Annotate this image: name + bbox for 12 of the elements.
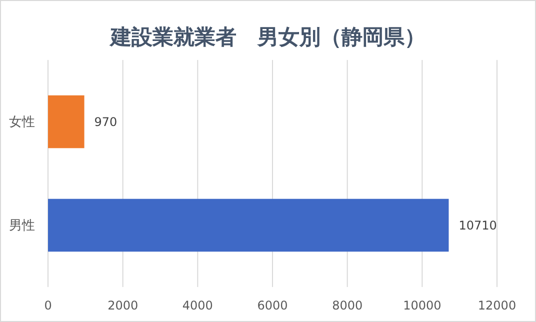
x-tick-label: 4000	[182, 298, 213, 313]
x-tick-label: 12000	[478, 298, 516, 313]
data-label: 10710	[458, 218, 497, 232]
chart-title: 建設業就業者 男女別（静岡県）	[108, 25, 426, 49]
data-label: 970	[94, 114, 118, 129]
y-tick-label: 男性	[9, 218, 35, 234]
x-tick-label: 6000	[257, 298, 288, 313]
x-tick-label: 10000	[403, 298, 442, 313]
x-tick-label: 8000	[332, 298, 363, 313]
y-tick-label: 女性	[9, 114, 35, 130]
x-tick-label: 0	[44, 298, 52, 313]
x-tick-label: 2000	[108, 298, 138, 313]
